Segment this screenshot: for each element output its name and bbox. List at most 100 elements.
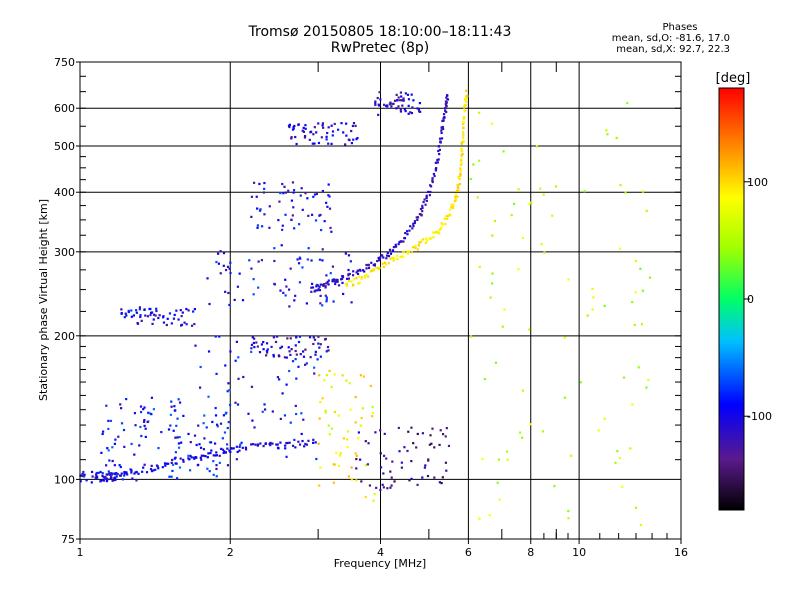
- data-point: [389, 252, 393, 255]
- data-point: [383, 261, 386, 264]
- data-point: [328, 433, 331, 436]
- data-point: [269, 444, 272, 447]
- data-point: [435, 230, 438, 234]
- data-point: [301, 208, 304, 211]
- data-point: [218, 454, 221, 457]
- data-point: [105, 479, 109, 483]
- data-point: [177, 318, 180, 321]
- data-point: [378, 259, 381, 262]
- data-point: [238, 272, 241, 275]
- data-point: [342, 292, 345, 296]
- data-point: [142, 408, 145, 411]
- data-point: [457, 189, 460, 192]
- data-point: [97, 471, 100, 475]
- data-point: [288, 441, 291, 444]
- data-point: [299, 257, 302, 260]
- data-point: [91, 475, 94, 478]
- data-point: [347, 268, 350, 272]
- data-point: [318, 285, 321, 288]
- data-point: [332, 463, 335, 466]
- data-point: [336, 128, 340, 131]
- data-point: [116, 472, 119, 476]
- data-point: [113, 464, 116, 467]
- data-point: [460, 149, 463, 153]
- data-point: [194, 456, 197, 459]
- data-point: [449, 208, 452, 211]
- data-point: [439, 228, 442, 231]
- data-point: [199, 456, 202, 459]
- data-point: [330, 427, 334, 430]
- data-point: [114, 476, 117, 479]
- data-point: [255, 195, 258, 198]
- data-point: [173, 405, 176, 408]
- data-point: [254, 443, 257, 446]
- data-point: [438, 137, 442, 140]
- data-point: [381, 262, 384, 265]
- data-point: [179, 457, 182, 460]
- data-point: [111, 479, 114, 482]
- data-point: [427, 459, 430, 462]
- data-point: [527, 328, 531, 331]
- data-point: [318, 258, 322, 261]
- data-point: [363, 276, 367, 279]
- x-tick-label: 10: [572, 546, 586, 559]
- data-point: [334, 282, 337, 286]
- data-point: [420, 214, 423, 217]
- data-point: [212, 473, 215, 476]
- data-point: [149, 313, 152, 317]
- data-point: [647, 378, 650, 382]
- data-point: [259, 208, 262, 211]
- data-point: [389, 470, 392, 473]
- data-point: [226, 265, 230, 268]
- data-point: [273, 259, 276, 263]
- data-point: [141, 470, 144, 473]
- data-point: [490, 122, 494, 125]
- data-point: [640, 323, 643, 326]
- data-point: [382, 103, 386, 106]
- data-point: [256, 443, 260, 446]
- data-point: [287, 189, 290, 192]
- data-point: [185, 323, 188, 326]
- data-point: [283, 185, 286, 188]
- data-point: [437, 230, 440, 233]
- data-point: [303, 363, 307, 366]
- data-point: [285, 383, 288, 386]
- data-point: [357, 275, 360, 278]
- data-point: [278, 200, 281, 203]
- data-point: [316, 289, 319, 292]
- data-point: [182, 460, 185, 463]
- data-point: [305, 302, 308, 305]
- data-point: [416, 216, 420, 219]
- data-point: [491, 272, 494, 275]
- data-point: [147, 411, 150, 414]
- data-point: [143, 406, 146, 409]
- data-point: [427, 190, 430, 194]
- data-point: [180, 315, 183, 318]
- data-point: [156, 465, 159, 468]
- data-point: [187, 309, 190, 312]
- data-point: [317, 342, 320, 345]
- data-point: [99, 480, 102, 483]
- data-point: [166, 317, 169, 320]
- data-point: [323, 379, 326, 382]
- data-point: [290, 199, 293, 202]
- data-point: [209, 441, 213, 444]
- data-point: [188, 469, 192, 472]
- data-point: [195, 443, 198, 447]
- data-point: [325, 135, 328, 138]
- data-point: [222, 414, 226, 417]
- data-point: [528, 202, 531, 206]
- data-point: [439, 140, 442, 143]
- data-point: [175, 424, 178, 427]
- data-point: [445, 469, 448, 472]
- data-point: [181, 311, 184, 314]
- data-point: [96, 476, 99, 479]
- data-point: [157, 467, 160, 470]
- y-tick-label: 750: [54, 56, 75, 69]
- data-point: [454, 195, 457, 199]
- data-point: [193, 322, 196, 326]
- data-point: [408, 229, 411, 232]
- data-point: [185, 307, 188, 311]
- data-point: [302, 126, 305, 129]
- data-point: [217, 262, 221, 265]
